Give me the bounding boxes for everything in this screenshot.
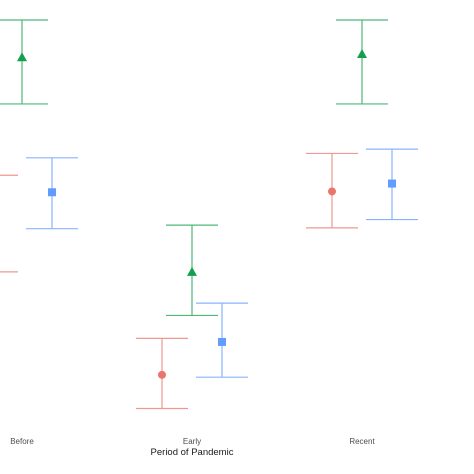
x-tick-label-early: Early xyxy=(183,437,201,446)
x-tick-label-recent: Recent xyxy=(349,437,375,446)
data-point-circle-recent xyxy=(328,187,336,196)
x-axis-title: Period of Pandemic xyxy=(151,447,234,458)
x-tick-labels: Before Early Recent xyxy=(10,437,375,446)
error-bars-layer xyxy=(0,19,418,410)
data-point-square-recent xyxy=(388,179,396,188)
error-bar-triangle-before xyxy=(0,19,48,105)
data-point-triangle-recent xyxy=(357,49,367,59)
x-tick-label-before: Before xyxy=(10,437,34,446)
data-point-circle-early xyxy=(158,370,166,379)
data-point-square-before xyxy=(48,188,56,197)
markers-layer xyxy=(17,49,396,379)
data-point-triangle-before xyxy=(17,52,27,62)
error-bar-triangle-recent xyxy=(336,19,388,105)
error-bar-circle-before xyxy=(0,174,18,273)
data-point-triangle-early xyxy=(187,266,197,276)
data-point-square-early xyxy=(218,337,226,346)
